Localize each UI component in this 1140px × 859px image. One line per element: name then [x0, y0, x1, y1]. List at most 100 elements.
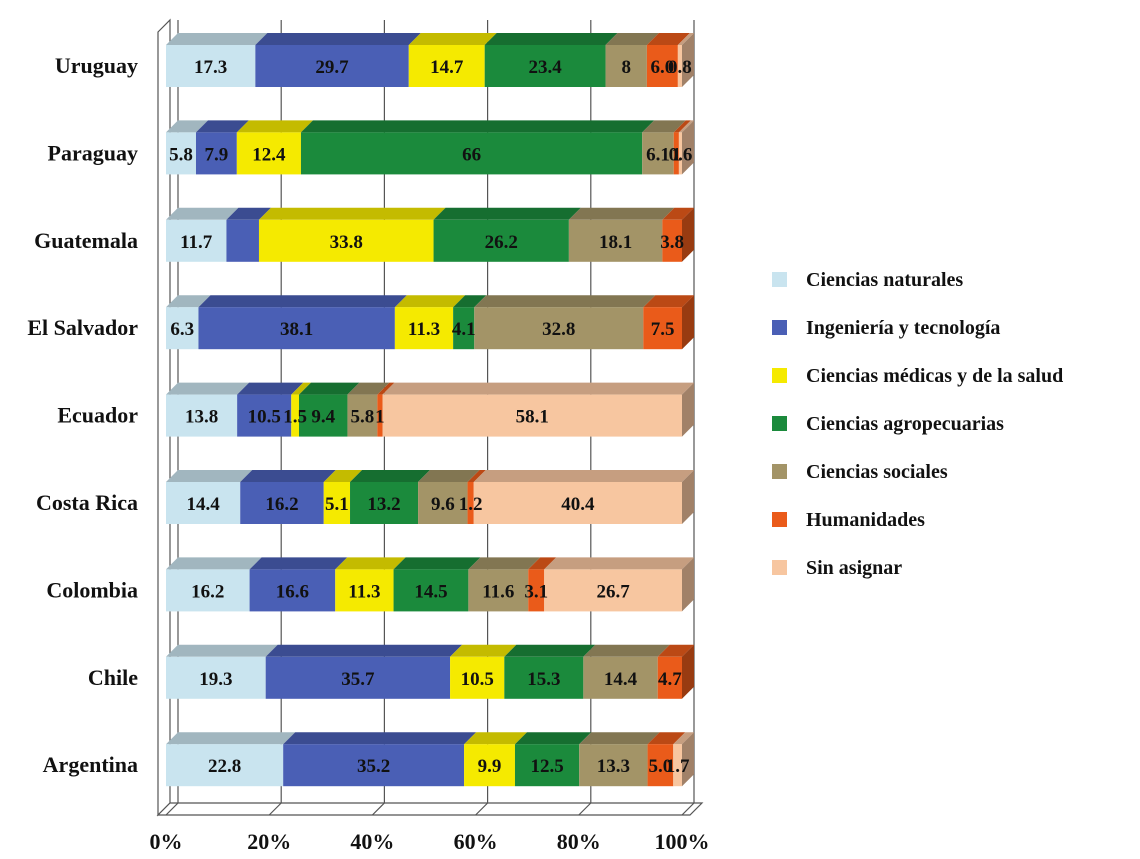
bar-segment: [195, 120, 249, 175]
bar-segment-top: [433, 207, 581, 220]
bar-segment-front: [662, 219, 682, 262]
bar-end-face: [682, 557, 694, 612]
bar-segment: [166, 644, 278, 699]
bar-segment-front: [394, 307, 454, 350]
bar-segment: [657, 644, 694, 699]
bar-segment-front: [642, 132, 674, 175]
data-label: 1.5: [283, 407, 307, 428]
bar-segment-front: [166, 569, 250, 612]
bar-segment-front: [166, 656, 266, 699]
legend-swatch: [772, 320, 787, 335]
legend-swatch: [772, 368, 787, 383]
bar-segment: [166, 557, 262, 612]
bar-segment-front: [467, 482, 474, 524]
bar-segment-top: [643, 295, 694, 308]
category-label-el-salvador: El Salvador: [27, 315, 138, 340]
bar-segment-top: [166, 207, 239, 220]
bar-segment: [300, 120, 655, 175]
data-label: 11.3: [348, 581, 380, 602]
bar-segment-front: [647, 744, 674, 787]
data-label: 12.4: [252, 144, 286, 165]
bar-segment-front: [657, 656, 682, 699]
bar-segment: [298, 382, 360, 437]
data-label: 7.9: [205, 144, 229, 165]
bars: 17.3 29.7 14.7 23.4 8 6.00.85.8 7.9 12.4 66 6.1 10…: [166, 33, 694, 787]
bar-segment: [393, 557, 481, 612]
data-label: 58.1: [516, 407, 549, 428]
bar-segment-front: [166, 482, 241, 524]
floor: [156, 802, 704, 816]
data-label: 5.0: [649, 756, 673, 777]
bar-segment: [514, 732, 592, 787]
bar-segment: [335, 557, 406, 612]
bar-end-face: [682, 33, 694, 87]
bar-segment: [433, 207, 581, 262]
bar-segment-top: [166, 382, 250, 395]
bar-segment: [236, 120, 313, 175]
bar-segment-front: [283, 744, 465, 787]
bar-segment: [474, 295, 656, 350]
bar-segment-front: [226, 219, 259, 262]
bar-segment-front: [528, 569, 545, 612]
bar-segment-front: [195, 132, 237, 175]
bar-segment: [646, 33, 690, 87]
bar-segment: [453, 295, 487, 350]
category-label-uruguay: Uruguay: [55, 53, 138, 78]
bar-segment-front: [514, 744, 580, 787]
bar-segment-top: [377, 382, 395, 395]
bar-end-face: [682, 470, 694, 524]
bar-segment-top: [677, 33, 694, 45]
category-label-chile: Chile: [88, 665, 138, 690]
bar-segment: [240, 470, 336, 524]
bar-segment: [464, 732, 527, 787]
legend-item-ciencias-agropecuarias: Ciencias agropecuarias: [772, 413, 1004, 435]
bar-segment-top: [249, 557, 348, 570]
bar-segment: [166, 33, 268, 87]
bar-segment-top: [544, 557, 694, 570]
bar-segment-front: [583, 656, 658, 699]
bar-segment-front: [484, 45, 606, 87]
category-label-ecuador: Ecuador: [57, 403, 138, 428]
bar-segment-front: [323, 482, 351, 524]
bar-segment: [350, 470, 431, 524]
data-label: 8: [621, 57, 631, 78]
bar-segment-front: [350, 482, 419, 524]
data-label: 35.7: [341, 669, 375, 690]
bar-segment-top: [394, 295, 466, 308]
data-label: 66: [462, 144, 481, 165]
bar-segment-front: [605, 45, 647, 87]
bar-segment-front: [236, 132, 301, 175]
category-label-guatemala: Guatemala: [34, 228, 138, 253]
bar-segment-top: [514, 732, 592, 745]
data-label: 38.1: [280, 319, 313, 340]
bar-segment: [544, 557, 694, 612]
data-label: 16.2: [191, 581, 224, 602]
bar-segment-top: [166, 295, 211, 308]
legend-swatch: [772, 416, 787, 431]
bar-segment-top: [408, 33, 497, 45]
bar-segment-top: [347, 382, 390, 395]
category-label-colombia: Colombia: [46, 577, 138, 602]
bar-segment-front: [335, 569, 394, 612]
bar-segment-front: [643, 307, 682, 350]
data-label: 10.5: [461, 669, 494, 690]
bar-segment-front: [408, 45, 485, 87]
bar-segment-top: [673, 120, 691, 133]
bar-segment-front: [198, 307, 395, 350]
data-label: 5.8: [351, 407, 375, 428]
bar-segment-top: [453, 295, 487, 308]
bar-segment-top: [240, 470, 336, 482]
bar-segment-top: [255, 33, 421, 45]
bar-segment-front: [240, 482, 324, 524]
floor-tick: [165, 802, 179, 816]
bar-segment: [678, 120, 694, 175]
bar-segment-top: [166, 732, 296, 745]
bar-segment-front: [265, 656, 451, 699]
bar-segment: [394, 295, 466, 350]
bar-segment: [642, 120, 686, 175]
bar-segment-front: [166, 744, 284, 787]
data-label: 6.3: [170, 319, 194, 340]
bar-segment-top: [195, 120, 249, 133]
bar-segment: [166, 382, 250, 437]
